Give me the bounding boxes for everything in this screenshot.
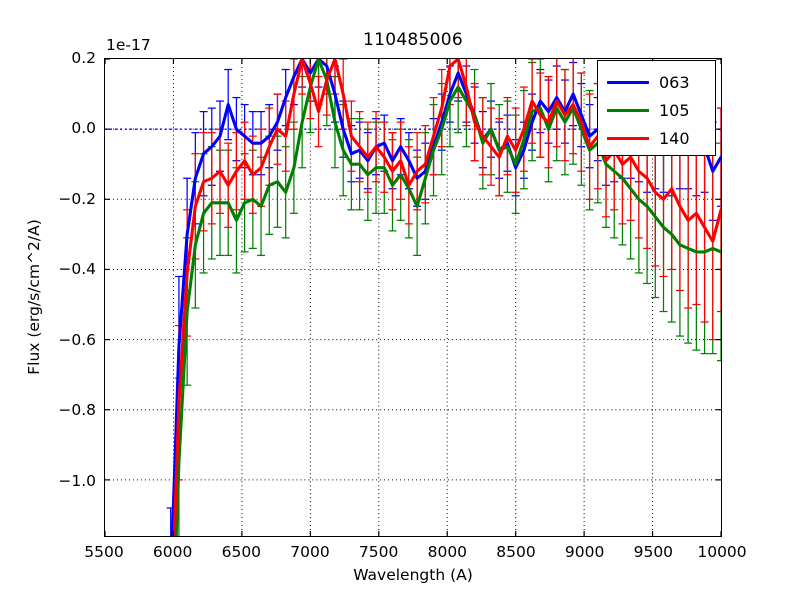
legend-entry-105: 105 bbox=[598, 96, 715, 124]
y-axis-label: Flux (erg/s/cm^2/A) bbox=[25, 219, 43, 375]
legend-swatch-063 bbox=[607, 80, 649, 84]
y-axis-exponent-label: 1e-17 bbox=[106, 36, 151, 54]
y-tick-label: −0.4 bbox=[58, 260, 96, 279]
legend-swatch-105 bbox=[607, 108, 649, 112]
x-tick-label: 8500 bbox=[496, 543, 536, 561]
x-tick-labels: 5500 6000 6500 7000 7500 8000 8500 9000 9500 1000… bbox=[84, 543, 746, 567]
x-tick-label: 7000 bbox=[290, 543, 330, 561]
y-tick-label: −1.0 bbox=[58, 471, 96, 490]
y-tick-label: −0.2 bbox=[58, 189, 96, 208]
x-tick-label: 10000 bbox=[697, 543, 747, 561]
legend-label: 140 bbox=[659, 128, 690, 148]
x-tick-label: 9500 bbox=[633, 543, 674, 561]
y-tick-labels: 0.2 0.0 −0.2 −0.4 −0.6 −0.8 −1.0 bbox=[0, 49, 96, 537]
x-tick-label: 9000 bbox=[564, 543, 605, 561]
legend-entry-140: 140 bbox=[598, 124, 715, 152]
legend-label: 105 bbox=[659, 100, 690, 120]
x-tick-label: 8000 bbox=[427, 543, 468, 561]
x-axis-label: Wavelength (A) bbox=[353, 566, 473, 584]
x-tick-label: 7500 bbox=[358, 543, 399, 561]
legend-label: 063 bbox=[659, 72, 690, 92]
y-tick-label: 0.2 bbox=[71, 49, 96, 67]
legend-entry-063: 063 bbox=[598, 68, 715, 96]
chart-title: 110485006 bbox=[362, 30, 464, 50]
series-line-105 bbox=[174, 59, 721, 536]
legend-swatch-140 bbox=[607, 136, 649, 140]
y-tick-label: 0.0 bbox=[71, 119, 96, 138]
y-tick-label: −0.8 bbox=[58, 401, 96, 420]
x-tick-label: 6500 bbox=[221, 543, 262, 561]
legend: 063 105 140 bbox=[597, 60, 716, 156]
x-tick-label: 5500 bbox=[84, 543, 124, 561]
series-line-140 bbox=[172, 59, 721, 536]
x-tick-label: 6000 bbox=[152, 543, 193, 561]
y-tick-label: −0.6 bbox=[58, 330, 96, 349]
